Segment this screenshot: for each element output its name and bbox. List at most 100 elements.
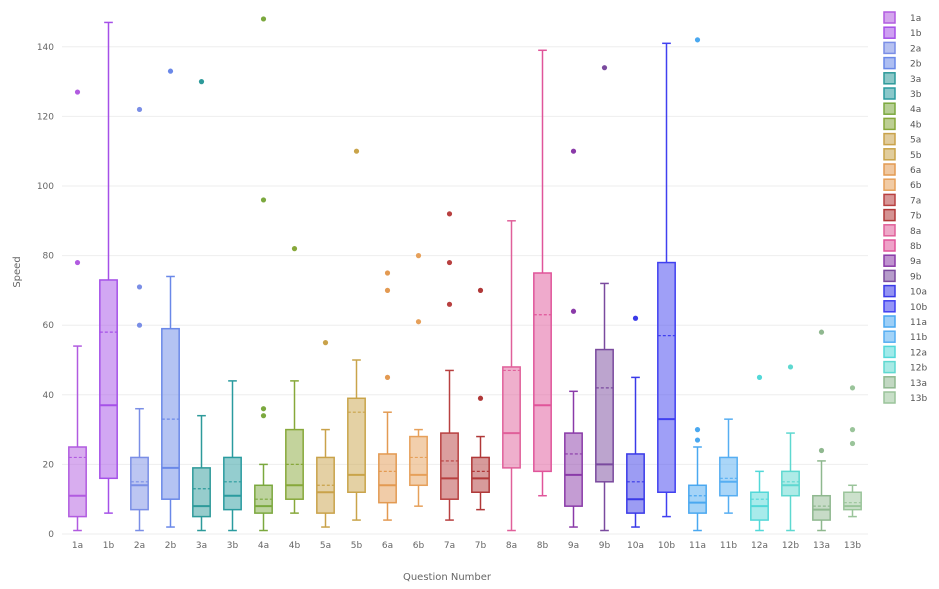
y-tick-label-140: 140 [37, 43, 54, 53]
outlier-point-9a-0 [570, 308, 577, 314]
box-9a [564, 148, 583, 528]
box-4a [254, 16, 273, 532]
legend-label-1b: 1b [910, 29, 922, 39]
box-body-9b [595, 348, 614, 483]
legend-label-13a: 13a [910, 379, 927, 389]
y-tick-label-100: 100 [37, 182, 54, 192]
legend-label-11a: 11a [910, 318, 927, 328]
y-axis-title: Speed [12, 256, 23, 287]
outlier-point-13b-2 [849, 385, 856, 391]
y-tick-label-20: 20 [43, 460, 55, 470]
legend-label-1a: 1a [910, 14, 921, 24]
x-tick-label-9b: 9b [599, 541, 611, 551]
box-9b [595, 65, 614, 532]
legend-swatch-3a [883, 72, 896, 85]
legend-swatch-9a [883, 254, 896, 267]
box-3a [192, 79, 211, 532]
box-8a [502, 220, 521, 532]
legend: 1a 1b 2a 2b 3a 3b 4a 4b 5a 5b 6a 6b 7a 7b 8a 8b 9a 9b 10a 1… [883, 11, 927, 404]
x-tick-label-8a: 8a [506, 541, 517, 551]
legend-label-12a: 12a [910, 348, 927, 358]
x-tick-label-7b: 7b [475, 541, 487, 551]
legend-label-12b: 12b [910, 364, 927, 374]
box-8b [533, 49, 552, 497]
box-body-13a [812, 494, 831, 521]
box-4b [285, 246, 304, 514]
box-body-8a [502, 366, 521, 469]
box-body-6a [378, 453, 397, 504]
box-10a [626, 315, 645, 528]
legend-label-5b: 5b [910, 151, 922, 161]
box-body-1a [68, 446, 87, 518]
y-tick-label-80: 80 [43, 252, 55, 262]
x-tick-label-9a: 9a [568, 541, 579, 551]
legend-swatch-1a [883, 11, 896, 24]
legend-label-9b: 9b [910, 272, 922, 282]
box-2b [161, 68, 180, 528]
outlier-point-13b-0 [849, 440, 856, 447]
legend-label-3a: 3a [910, 75, 921, 85]
legend-label-11b: 11b [910, 333, 927, 343]
outlier-point-7a-0 [446, 301, 453, 307]
legend-label-3b: 3b [910, 90, 922, 100]
box-13b [843, 385, 862, 518]
x-tick-label-4a: 4a [258, 541, 269, 551]
outlier-point-2a-2 [136, 106, 143, 113]
outlier-point-7b-0 [477, 395, 484, 401]
legend-swatch-6b [883, 178, 896, 191]
outlier-point-4a-2 [260, 197, 267, 203]
x-tick-label-4b: 4b [289, 541, 301, 551]
x-tick-label-12b: 12b [782, 541, 799, 551]
box-13a [812, 329, 831, 532]
x-tick-label-6b: 6b [413, 541, 425, 551]
x-tick-label-5b: 5b [351, 541, 363, 551]
legend-swatch-7b [883, 208, 896, 222]
legend-label-4b: 4b [910, 120, 922, 130]
legend-label-8b: 8b [910, 242, 922, 252]
legend-swatch-6a [883, 163, 896, 176]
y-tick-label-0: 0 [48, 530, 54, 540]
box-body-8b [533, 272, 552, 473]
legend-swatch-11a [883, 315, 896, 328]
outlier-point-2b-0 [167, 68, 174, 74]
x-axis-title: Question Number [403, 572, 492, 583]
outlier-point-11a-0 [694, 437, 701, 443]
x-tick-label-3b: 3b [227, 541, 239, 551]
outlier-point-2a-1 [136, 284, 143, 290]
outlier-point-11a-1 [694, 427, 701, 433]
legend-label-10b: 10b [910, 303, 927, 313]
outlier-point-6a-0 [384, 374, 391, 380]
legend-label-2a: 2a [910, 44, 921, 54]
outlier-point-6b-1 [415, 253, 422, 259]
x-tick-label-13b: 13b [844, 541, 861, 551]
legend-swatch-11b [883, 330, 896, 343]
legend-swatch-8b [883, 239, 896, 252]
outlier-point-11a-2 [694, 37, 701, 43]
box-12b [781, 364, 800, 532]
legend-swatch-13a [883, 376, 896, 389]
x-axis-ticks: 1a 1b 2a 2b 3a 3b 4a 4b 5a 5b 6a 6b 7a 7b 8a 8b 9a 9b 10a 1… [72, 541, 861, 551]
box-body-7a [440, 432, 459, 500]
box-2a [130, 106, 149, 532]
x-tick-label-11a: 11a [689, 541, 706, 551]
legend-swatch-2a [883, 41, 896, 55]
outlier-point-13b-1 [849, 427, 856, 433]
legend-swatch-4b [883, 117, 896, 131]
box-1a [68, 89, 87, 532]
box-body-3b [223, 456, 242, 511]
legend-swatch-5a [883, 132, 896, 146]
legend-label-7b: 7b [910, 212, 922, 222]
box-body-7b [471, 456, 490, 493]
outlier-point-5b-0 [353, 148, 360, 154]
x-tick-label-3a: 3a [196, 541, 207, 551]
box-body-11a [688, 484, 707, 514]
legend-swatch-1b [883, 26, 896, 39]
x-tick-label-2a: 2a [134, 541, 145, 551]
legend-label-5a: 5a [910, 136, 921, 146]
y-axis-ticks: 0 20 40 60 80 100 120 140 [37, 43, 54, 540]
outlier-point-13a-1 [818, 329, 825, 335]
box-body-1b [99, 279, 118, 480]
legend-label-6b: 6b [910, 181, 922, 191]
x-tick-label-10b: 10b [658, 541, 675, 551]
